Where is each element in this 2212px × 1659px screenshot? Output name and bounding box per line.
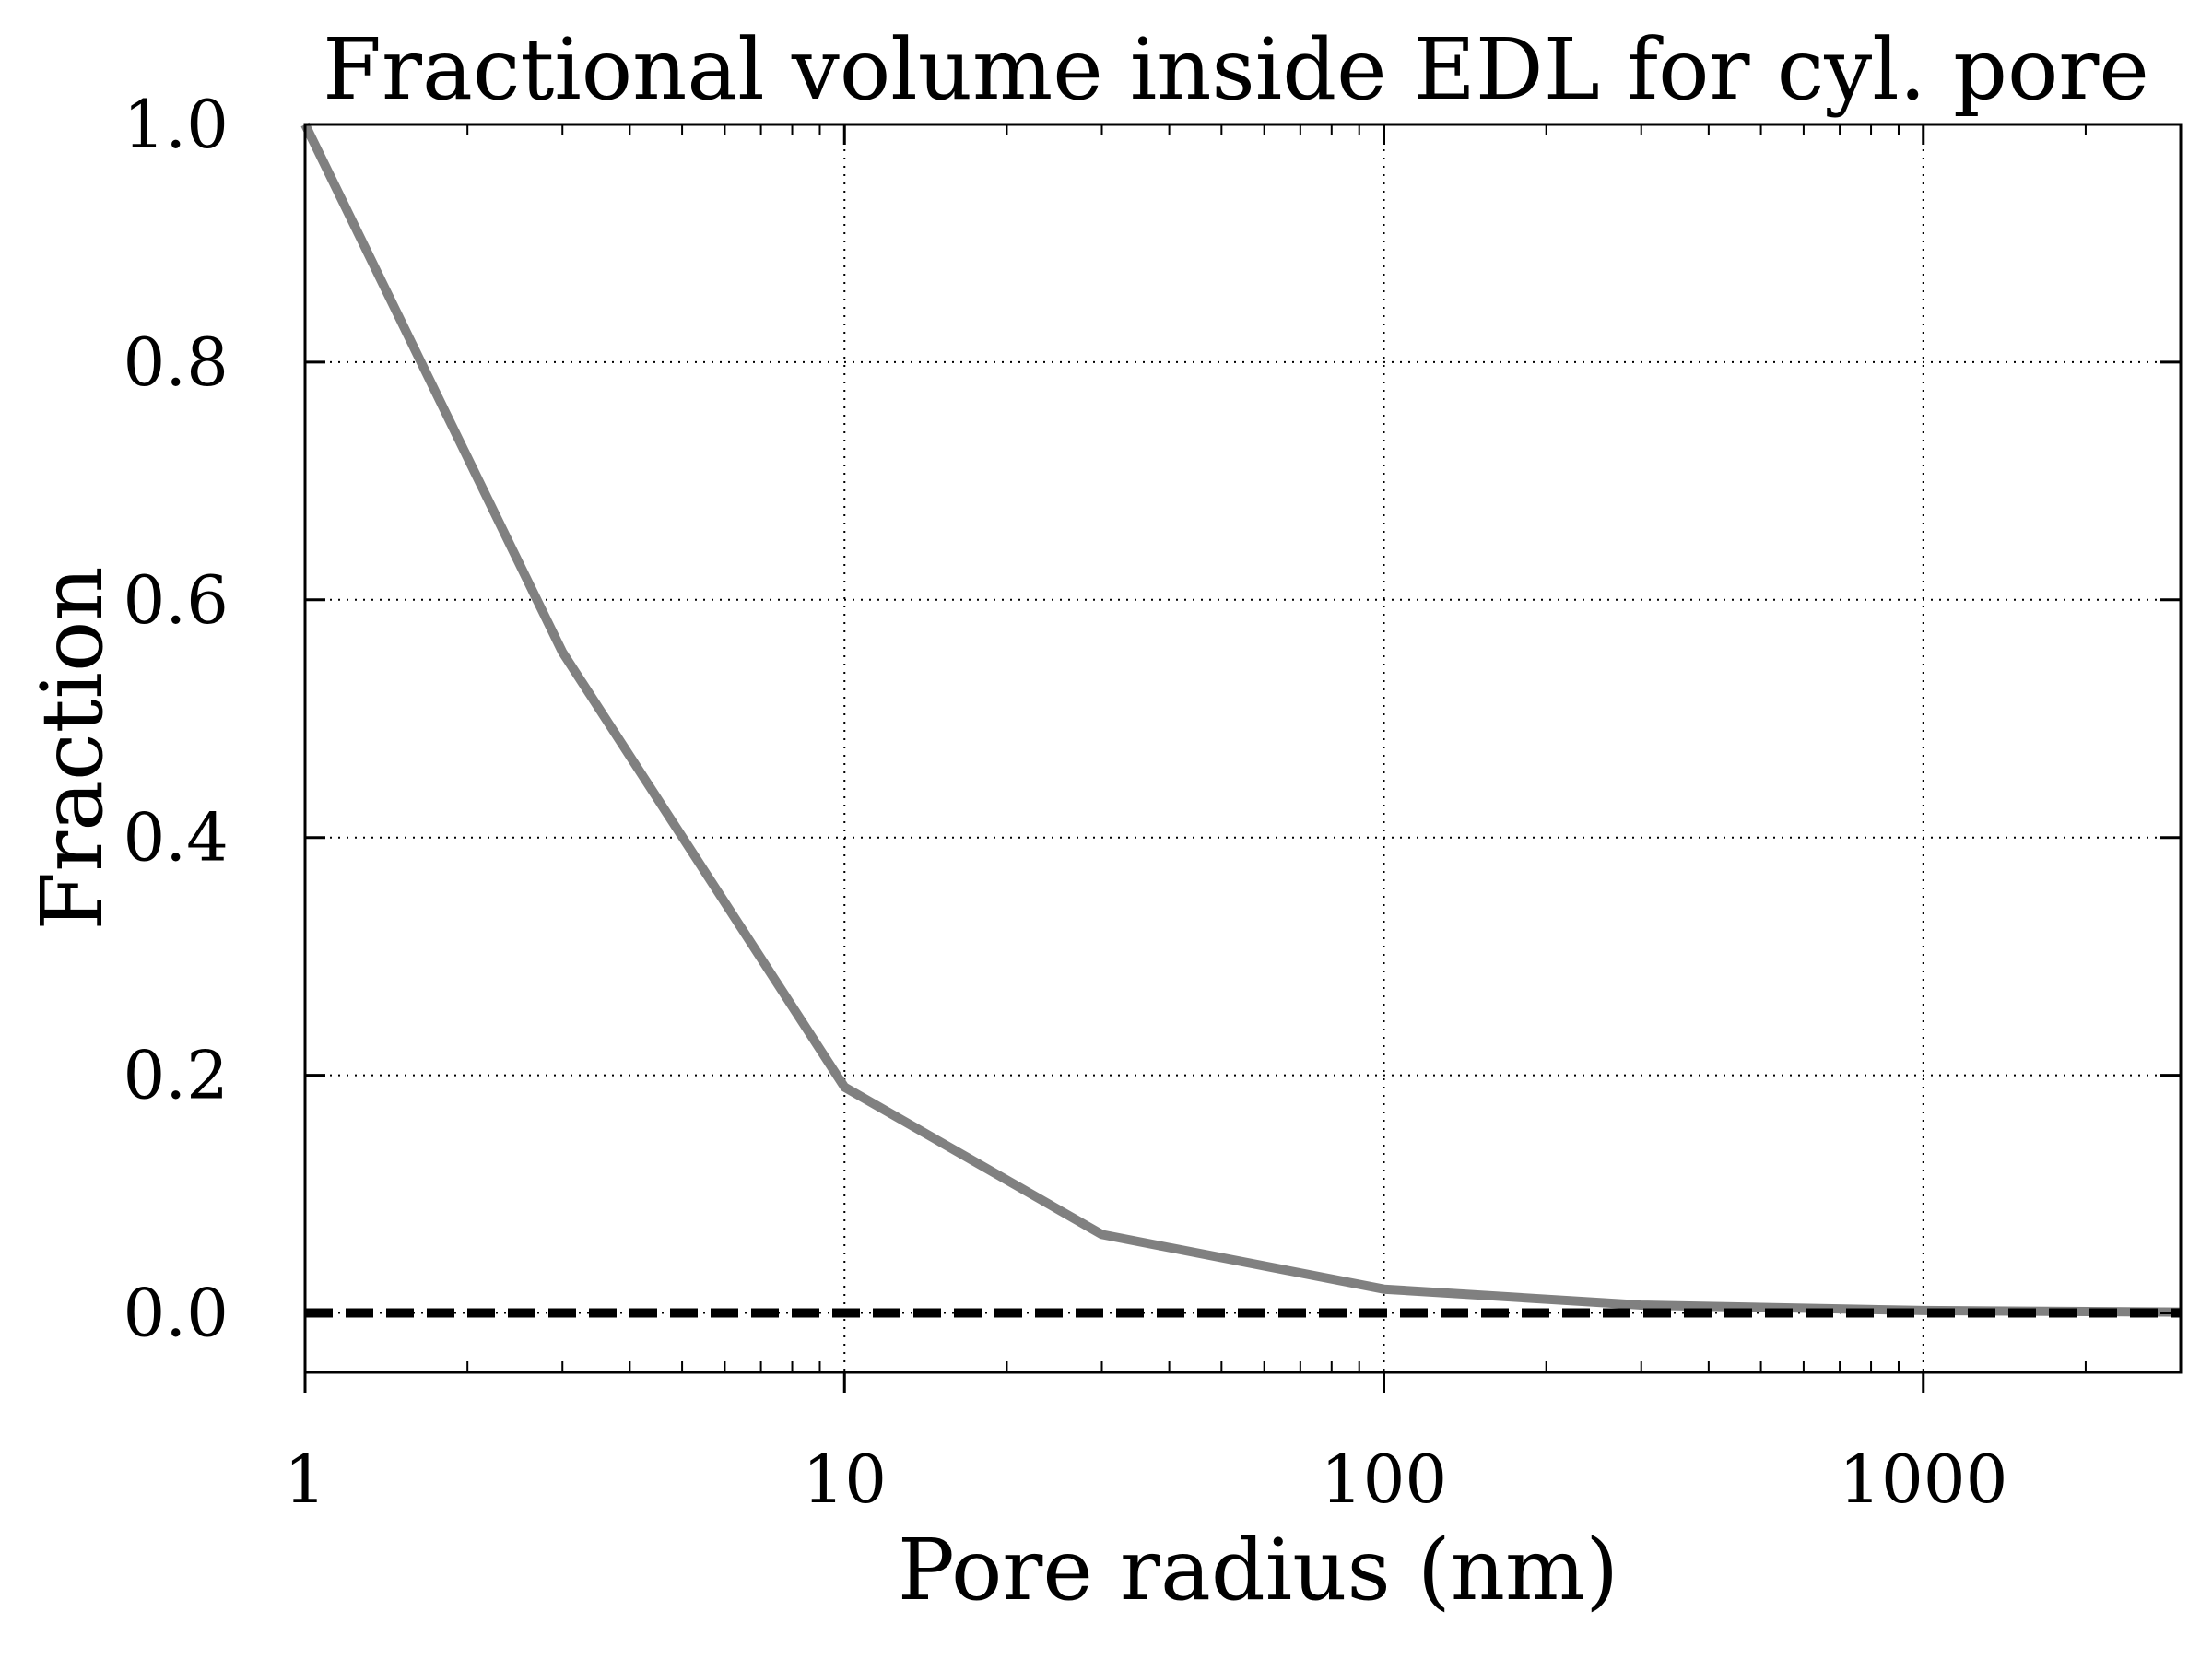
x-tick-label-1: 10 (802, 1441, 887, 1518)
chart-title: Fractional volume inside EDL for cyl. po… (323, 20, 2149, 119)
y-tick-label-5: 1.0 (123, 86, 229, 163)
y-tick-label-1: 0.2 (123, 1037, 229, 1114)
plot-frame (303, 123, 2183, 1374)
x-tick-label-2: 100 (1321, 1441, 1447, 1518)
x-axis-label: Pore radius (nm) (898, 1521, 1618, 1619)
x-tick-label-0: 1 (284, 1441, 326, 1518)
series-line-0 (300, 122, 2182, 1317)
grid (304, 124, 2181, 1372)
series-group (300, 122, 2182, 1318)
y-axis-label: Fraction (23, 566, 122, 930)
ticks: 1 10 100 1000 0.0 0.2 0.4 0.6 0.8 1.0 (123, 86, 2181, 1518)
y-tick-label-4: 0.8 (123, 324, 229, 401)
y-tick-label-2: 0.4 (123, 799, 229, 877)
y-tick-label-3: 0.6 (123, 561, 229, 639)
x-tick-label-3: 1000 (1839, 1441, 2007, 1518)
y-tick-label-0: 0.0 (123, 1275, 229, 1352)
